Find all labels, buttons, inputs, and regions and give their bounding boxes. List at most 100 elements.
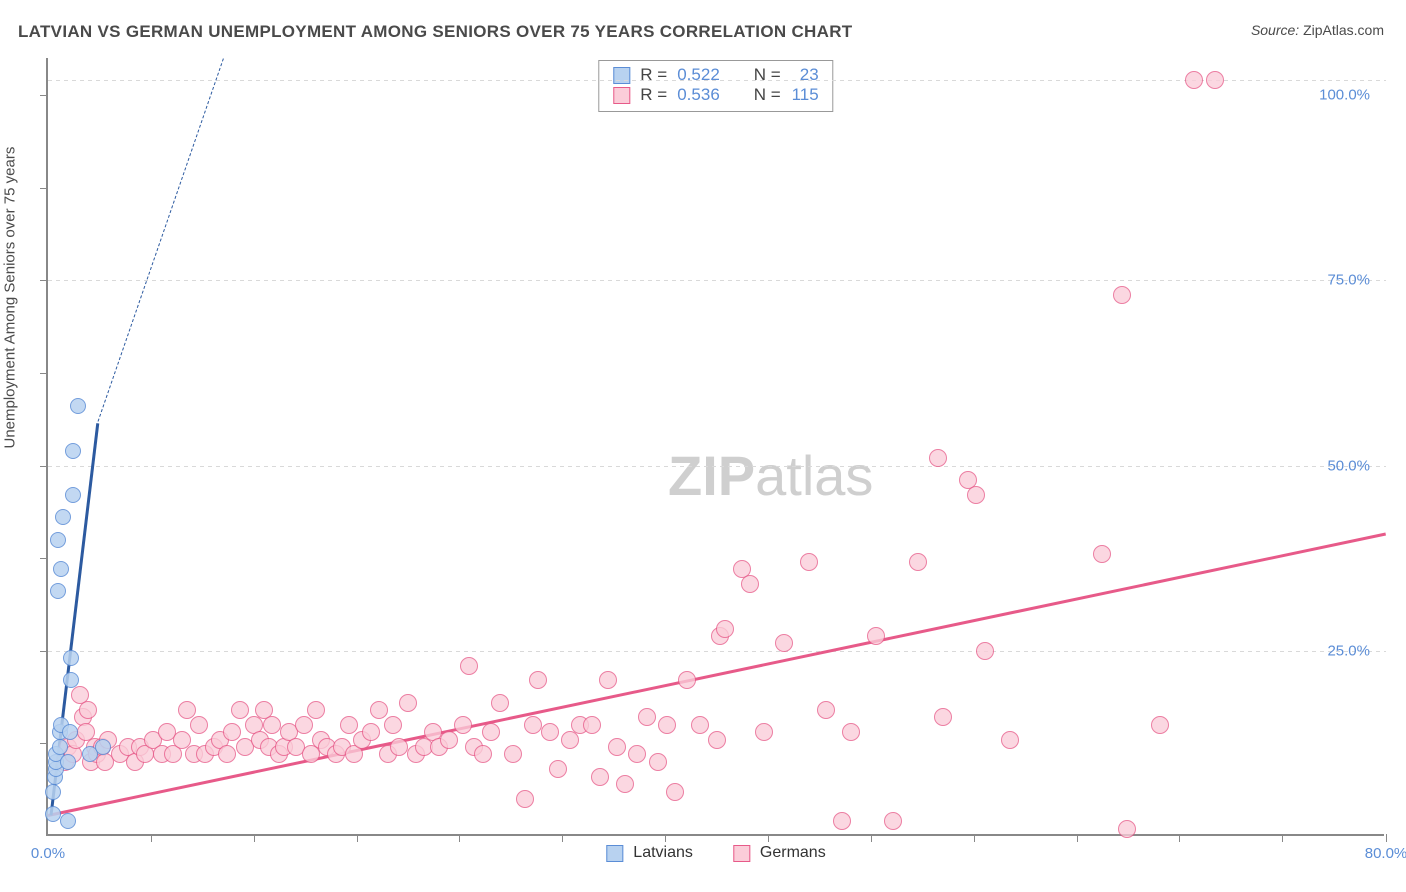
point-latvians [65, 443, 81, 459]
point-latvians [60, 813, 76, 829]
point-germans [1151, 716, 1169, 734]
y-tick [40, 558, 48, 559]
point-germans [934, 708, 952, 726]
x-tick [1179, 834, 1180, 842]
point-latvians [65, 487, 81, 503]
x-tick-label: 80.0% [1365, 845, 1406, 862]
point-germans [541, 723, 559, 741]
point-germans [482, 723, 500, 741]
point-germans [231, 701, 249, 719]
point-germans [529, 671, 547, 689]
point-germans [775, 634, 793, 652]
scatter-chart: ZIPatlas R = 0.522 N = 23 R = 0.536 N = … [46, 58, 1384, 836]
point-germans [1113, 286, 1131, 304]
point-germans [370, 701, 388, 719]
stat-row-latvians: R = 0.522 N = 23 [613, 65, 818, 85]
point-latvians [45, 806, 61, 822]
point-germans [1185, 71, 1203, 89]
point-germans [929, 449, 947, 467]
legend-item-latvians: Latvians [606, 844, 693, 862]
point-germans [867, 627, 885, 645]
point-germans [741, 575, 759, 593]
y-tick-label: 25.0% [1327, 642, 1370, 659]
source-label: Source: [1251, 22, 1299, 38]
x-tick [974, 834, 975, 842]
point-latvians [53, 561, 69, 577]
point-germans [440, 731, 458, 749]
point-germans [549, 760, 567, 778]
gridline [48, 651, 1386, 652]
x-tick [357, 834, 358, 842]
point-germans [666, 783, 684, 801]
point-germans [842, 723, 860, 741]
point-germans [817, 701, 835, 719]
point-germans [608, 738, 626, 756]
point-latvians [95, 739, 111, 755]
x-tick [459, 834, 460, 842]
point-germans [362, 723, 380, 741]
point-germans [691, 716, 709, 734]
point-germans [1001, 731, 1019, 749]
point-germans [491, 694, 509, 712]
y-tick [40, 743, 48, 744]
point-germans [628, 745, 646, 763]
y-tick [40, 280, 48, 281]
point-germans [583, 716, 601, 734]
point-latvians [60, 754, 76, 770]
x-tick [562, 834, 563, 842]
point-germans [909, 553, 927, 571]
watermark: ZIPatlas [668, 443, 873, 508]
point-germans [390, 738, 408, 756]
legend-swatch-germans [733, 845, 750, 862]
point-germans [1206, 71, 1224, 89]
x-tick [871, 834, 872, 842]
point-germans [504, 745, 522, 763]
swatch-germans [613, 87, 630, 104]
point-germans [263, 716, 281, 734]
point-germans [755, 723, 773, 741]
x-tick [254, 834, 255, 842]
point-germans [460, 657, 478, 675]
point-latvians [52, 739, 68, 755]
point-germans [295, 716, 313, 734]
x-tick [665, 834, 666, 842]
point-germans [190, 716, 208, 734]
point-latvians [70, 398, 86, 414]
stats-box: R = 0.522 N = 23 R = 0.536 N = 115 [598, 60, 833, 112]
point-germans [223, 723, 241, 741]
y-tick-label: 100.0% [1319, 87, 1370, 104]
point-germans [340, 716, 358, 734]
x-tick [1386, 834, 1387, 842]
gridline [48, 466, 1386, 467]
point-germans [399, 694, 417, 712]
point-latvians [55, 509, 71, 525]
point-germans [976, 642, 994, 660]
y-tick-label: 75.0% [1327, 272, 1370, 289]
x-tick-label: 0.0% [31, 845, 65, 862]
legend: Latvians Germans [606, 844, 825, 862]
x-tick [1077, 834, 1078, 842]
point-germans [833, 812, 851, 830]
chart-title: LATVIAN VS GERMAN UNEMPLOYMENT AMONG SEN… [18, 22, 852, 42]
point-germans [1093, 545, 1111, 563]
point-germans [967, 486, 985, 504]
stat-row-germans: R = 0.536 N = 115 [613, 85, 818, 105]
point-germans [307, 701, 325, 719]
point-germans [638, 708, 656, 726]
point-germans [708, 731, 726, 749]
legend-swatch-latvians [606, 845, 623, 862]
trendline-latvians-extrapolated [98, 58, 224, 421]
y-tick [40, 466, 48, 467]
point-germans [599, 671, 617, 689]
point-germans [79, 701, 97, 719]
y-tick-label: 50.0% [1327, 457, 1370, 474]
y-tick [40, 188, 48, 189]
point-germans [678, 671, 696, 689]
y-axis-label: Unemployment Among Seniors over 75 years [2, 147, 19, 449]
point-germans [384, 716, 402, 734]
x-tick [151, 834, 152, 842]
point-latvians [63, 650, 79, 666]
point-latvians [50, 532, 66, 548]
point-germans [218, 745, 236, 763]
point-germans [454, 716, 472, 734]
